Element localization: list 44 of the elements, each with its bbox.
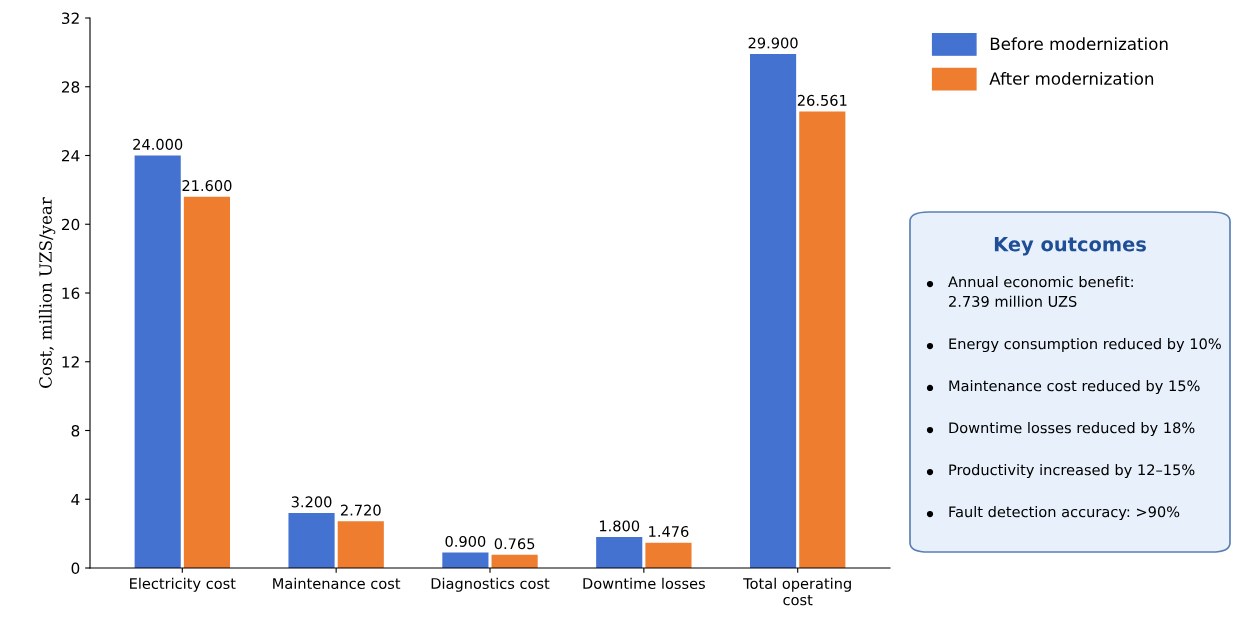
bar xyxy=(596,537,643,568)
bar xyxy=(288,513,335,568)
text: Maintenance cost reduced by 15% xyxy=(949,380,1200,395)
data-label: 2.720 xyxy=(340,504,381,516)
data-label: 3.200 xyxy=(291,496,332,508)
x-tick-label: Electricity cost xyxy=(130,577,236,592)
x-tick-label: Total operating cost xyxy=(743,577,851,606)
bar xyxy=(491,554,538,568)
bar xyxy=(337,521,384,568)
y-tick-label: 32 xyxy=(62,12,79,25)
y-tick-label: 28 xyxy=(61,81,80,93)
text: Fault detection accuracy: >90% xyxy=(949,506,1180,521)
data-label: 0.765 xyxy=(494,538,535,550)
data-label: 1.476 xyxy=(649,526,689,538)
y-axis-title: Cost, million UZS/year xyxy=(38,197,56,388)
text: Productivity increased by 12–15% xyxy=(949,464,1195,479)
bar xyxy=(799,111,846,568)
x-tick-label: Diagnostics cost xyxy=(431,577,550,592)
y-tick-label: 0 xyxy=(71,562,80,575)
y-tick-label: 4 xyxy=(71,493,80,506)
x-tick-label: Downtime losses xyxy=(583,577,705,590)
text: Downtime losses reduced by 18% xyxy=(949,422,1195,437)
y-tick-label: 16 xyxy=(62,287,80,300)
data-label: 26.561 xyxy=(797,94,847,106)
legend-label: Before modernization xyxy=(990,37,1168,51)
y-tick-label: 12 xyxy=(62,356,79,368)
text: Key outcomes xyxy=(994,237,1146,256)
legend-label: After modernization xyxy=(989,71,1154,85)
bar xyxy=(183,196,230,568)
y-tick-label: 8 xyxy=(71,424,80,437)
y-tick-label: 24 xyxy=(61,149,80,162)
bar xyxy=(750,54,797,568)
y-tick-label: 20 xyxy=(61,218,80,231)
bar xyxy=(645,542,692,568)
data-label: 0.900 xyxy=(445,535,486,547)
text: Energy consumption reduced by 10% xyxy=(949,338,1221,353)
text: Annual economic benefit: 2.739 million UZS xyxy=(948,276,1133,307)
data-label: 1.800 xyxy=(599,520,640,532)
bar xyxy=(442,552,489,568)
data-label: 24.000 xyxy=(133,138,183,150)
bar xyxy=(134,155,181,568)
x-tick-label: Maintenance cost xyxy=(273,577,401,590)
data-label: 29.900 xyxy=(748,37,798,49)
data-label: 21.600 xyxy=(182,180,232,192)
